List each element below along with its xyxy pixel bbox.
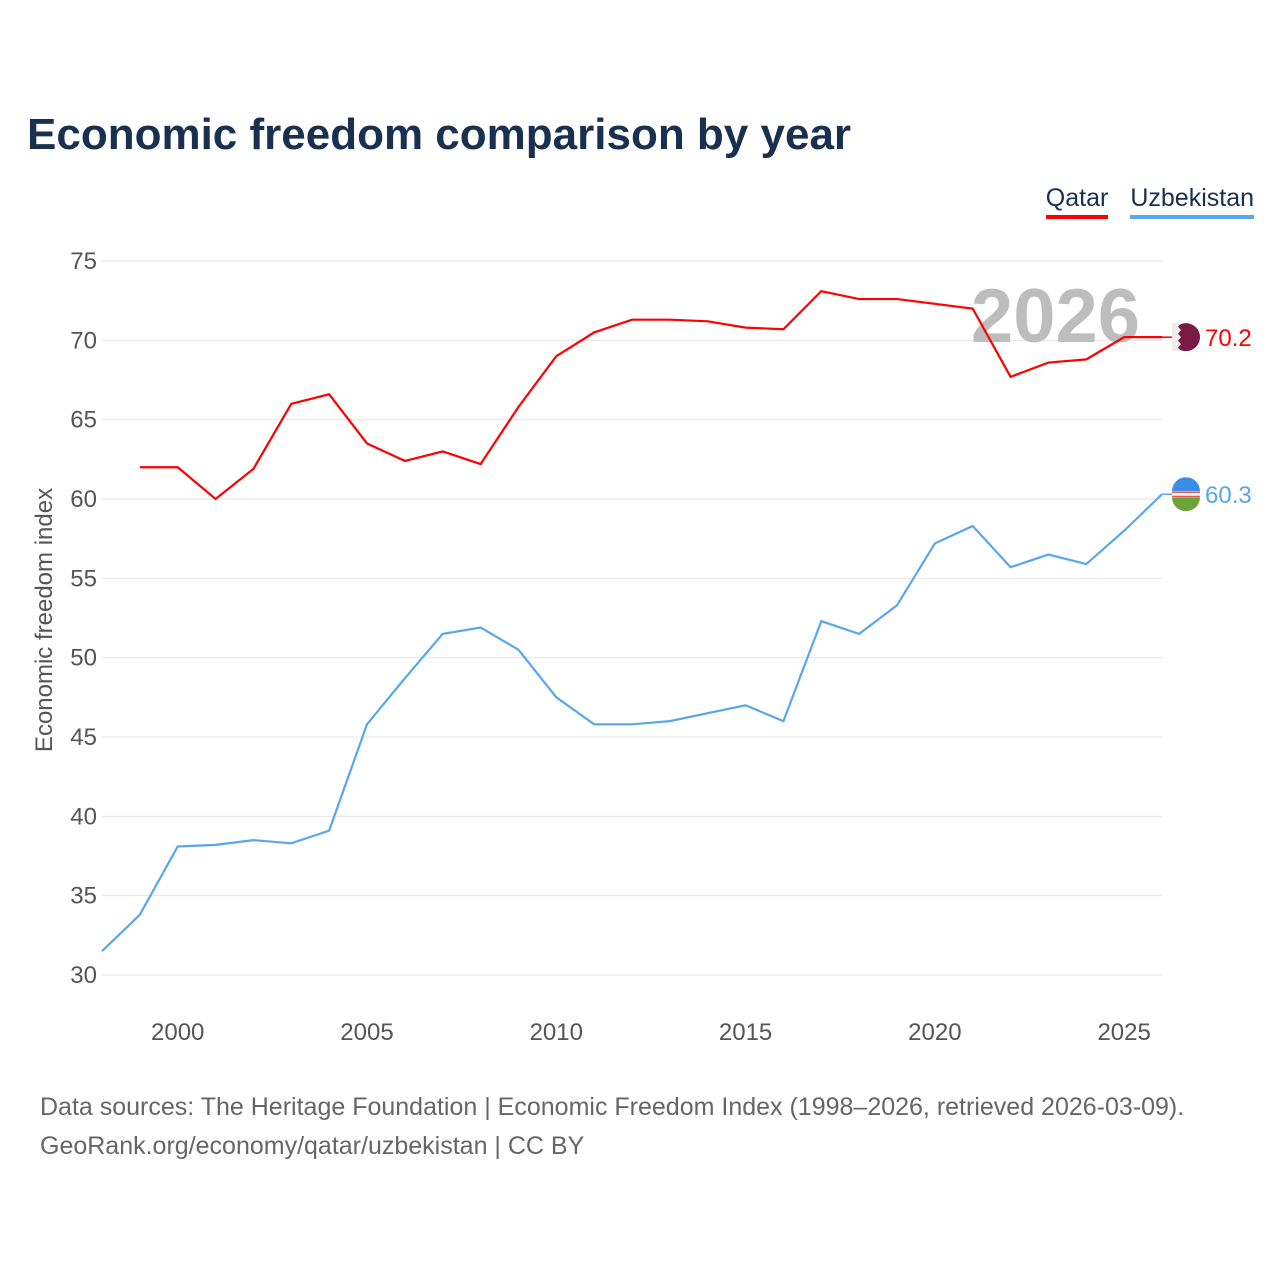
uzbekistan-flag-blue <box>1172 477 1200 492</box>
x-tick-label: 2005 <box>340 1019 393 1046</box>
y-tick-label: 40 <box>70 803 97 830</box>
source-line: Data sources: The Heritage Foundation | … <box>40 1093 1185 1121</box>
chart-title: Economic freedom comparison by year <box>27 110 852 159</box>
qatar-flag-serration <box>1172 323 1181 352</box>
legend-uzbekistan[interactable]: Uzbekistan <box>1130 184 1254 219</box>
end-value-label: 70.2 <box>1205 325 1252 352</box>
series-line-qatar <box>139 289 1162 501</box>
y-axis-label: Economic freedom index <box>31 488 58 752</box>
uzbekistan-flag-green <box>1172 497 1200 512</box>
x-tick-label: 2015 <box>719 1019 772 1046</box>
url-line: GeoRank.org/economy/qatar/uzbekistan | C… <box>40 1132 585 1160</box>
y-tick-label: 35 <box>70 883 97 910</box>
x-tick-label: 2010 <box>530 1019 583 1046</box>
x-tick-label: 2025 <box>1097 1019 1150 1046</box>
footer: Data sources: The Heritage Foundation | … <box>40 1088 1184 1166</box>
y-tick-label: 70 <box>70 327 97 354</box>
y-tick-label: 75 <box>70 248 97 275</box>
legend-qatar[interactable]: Qatar <box>1045 184 1109 219</box>
end-value-label: 60.3 <box>1205 482 1252 509</box>
x-tick-label: 2000 <box>151 1019 204 1046</box>
series-line-uzbekistan <box>101 493 1163 952</box>
legend: Qatar Uzbekistan <box>1045 184 1254 219</box>
year-watermark: 2026 <box>971 274 1140 359</box>
y-tick-label: 50 <box>70 645 97 672</box>
x-tick-label: 2020 <box>908 1019 961 1046</box>
y-tick-label: 60 <box>70 486 97 513</box>
y-tick-label: 45 <box>70 724 97 751</box>
y-tick-label: 55 <box>70 565 97 592</box>
y-tick-label: 65 <box>70 407 97 434</box>
y-tick-label: 30 <box>70 962 97 989</box>
